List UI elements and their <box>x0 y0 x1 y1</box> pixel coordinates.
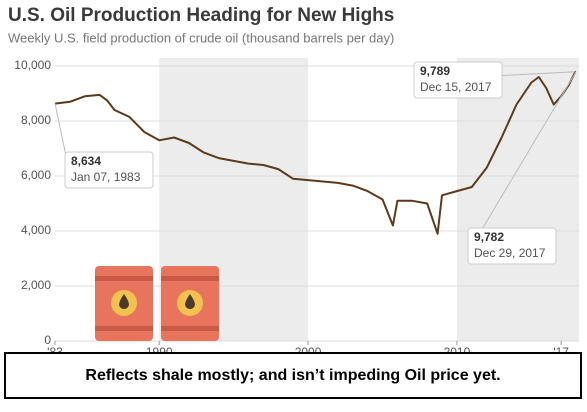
chart-subtitle: Weekly U.S. field production of crude oi… <box>8 30 394 45</box>
y-tick-label: 4,000 <box>21 223 51 237</box>
barrel-icons <box>95 266 219 341</box>
annotation-box <box>64 151 154 189</box>
bands <box>159 58 579 341</box>
annotation-value: 9,782 <box>474 230 504 244</box>
annotation-value: 8,634 <box>71 154 101 168</box>
annotation-box <box>467 227 557 265</box>
y-tick-label: 0 <box>44 333 51 347</box>
annotation-date: Dec 29, 2017 <box>474 246 546 260</box>
annotation-date: Jan 07, 1983 <box>71 170 141 184</box>
band <box>456 58 579 341</box>
y-tick-label: 2,000 <box>21 278 51 292</box>
y-tick-label: 10,000 <box>14 58 51 72</box>
footnote-box <box>4 352 582 399</box>
chart-title: U.S. Oil Production Heading for New High… <box>8 5 394 26</box>
annotation-leader <box>471 71 577 247</box>
footnote: Reflects shale mostly; and isn’t impedin… <box>85 367 500 384</box>
y-tick-label: 6,000 <box>21 168 51 182</box>
annotation-date: Dec 15, 2017 <box>420 80 492 94</box>
line <box>54 70 577 235</box>
annotation-value: 9,789 <box>420 64 450 78</box>
y-tick-label: 8,000 <box>21 113 51 127</box>
annotation-box <box>413 61 503 99</box>
